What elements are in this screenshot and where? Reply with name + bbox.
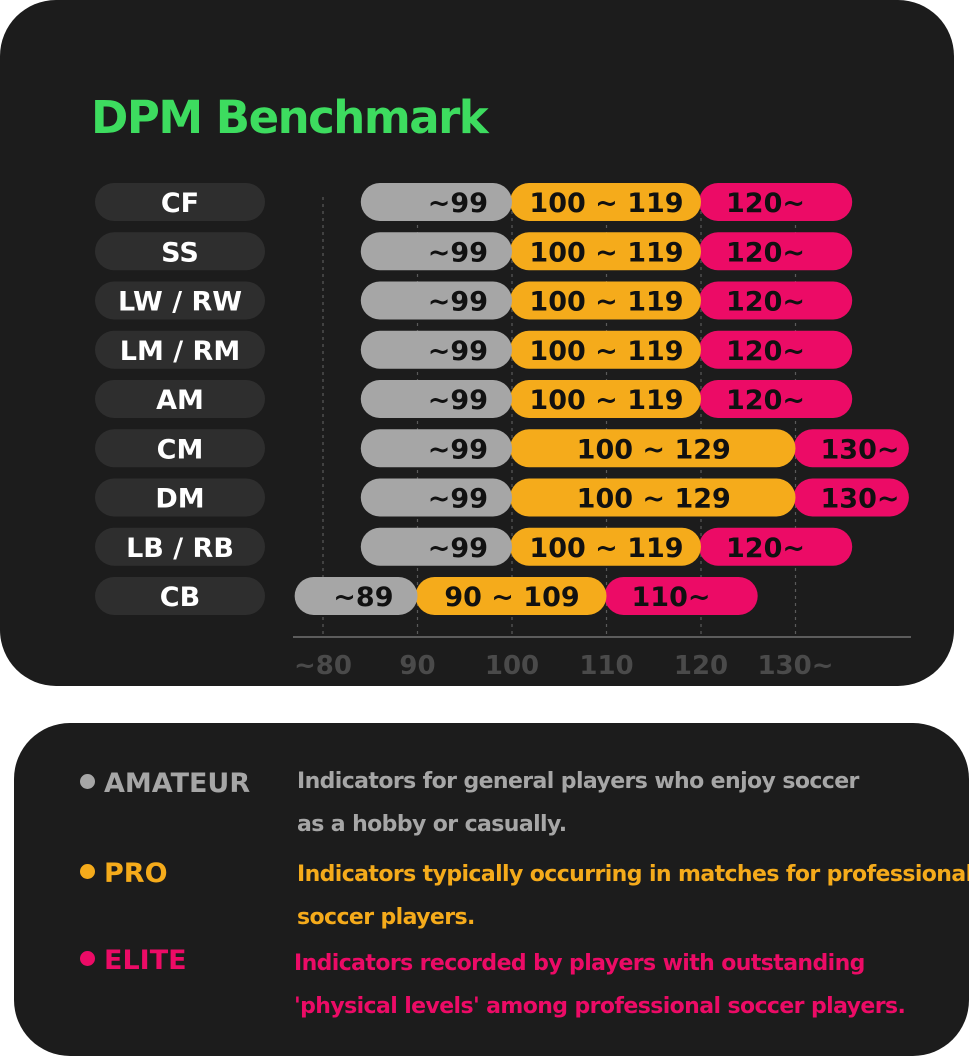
legend-desc-line: as a hobby or casually. — [297, 812, 567, 837]
position-pill — [95, 380, 265, 418]
legend-desc-amateur: Indicators for general players who enjoy… — [297, 760, 859, 846]
bar-label: 100 ~ 119 — [529, 287, 683, 318]
position-label: LW / RW — [118, 287, 242, 318]
bar-label: 100 ~ 119 — [529, 533, 683, 564]
x-tick-label: ~80 — [294, 651, 352, 681]
bar-label: 120~ — [726, 533, 805, 564]
position-pill — [95, 281, 265, 320]
bar-amateur — [360, 232, 512, 271]
bar-label: ~99 — [428, 336, 488, 367]
position-pill — [95, 330, 265, 369]
bar-amateur — [360, 330, 512, 369]
legend-desc-line: soccer players. — [297, 905, 475, 930]
bar-pro — [510, 527, 701, 566]
bar-label: ~99 — [428, 385, 488, 416]
position-label: DM — [155, 484, 204, 515]
bar-label: 110~ — [632, 582, 711, 613]
legend-desc-pro: Indicators typically occurring in matche… — [297, 853, 969, 939]
x-tick-label: 120 — [674, 651, 728, 681]
position-pill — [95, 478, 265, 517]
bar-amateur — [294, 577, 418, 615]
position-pill — [95, 577, 265, 615]
bar-elite — [699, 183, 853, 221]
elite-dot-icon — [80, 951, 95, 966]
bar-label: 120~ — [726, 237, 805, 268]
x-tick-label: 110 — [579, 651, 633, 681]
chart-title: DPM Benchmark — [91, 91, 489, 144]
position-label: SS — [161, 237, 199, 268]
position-label: CM — [157, 434, 204, 465]
bar-elite — [699, 330, 853, 369]
bar-amateur — [360, 380, 512, 418]
bar-label: ~89 — [333, 582, 393, 613]
bar-elite — [699, 527, 853, 566]
bar-pro — [510, 183, 701, 221]
benchmark-chart: ~80 90 100 110 120 130~ CF ~99 100 ~ 119 120~ SS ~9… — [95, 183, 911, 681]
bar-pro — [510, 429, 796, 468]
bar-label: 120~ — [726, 188, 805, 219]
bar-elite — [699, 380, 853, 418]
bar-pro — [415, 577, 607, 615]
bar-label: ~99 — [428, 484, 488, 515]
bar-label: 120~ — [726, 287, 805, 318]
bar-elite — [604, 577, 758, 615]
position-label: LM / RM — [120, 336, 240, 367]
pro-dot-icon — [80, 864, 95, 879]
bar-label: 130~ — [821, 434, 900, 465]
bar-label: ~99 — [428, 237, 488, 268]
bar-label: 100 ~ 119 — [529, 237, 683, 268]
legend-desc-line: Indicators typically occurring in matche… — [297, 862, 969, 887]
x-tick-label: 100 — [485, 651, 539, 681]
bar-label: 120~ — [726, 385, 805, 416]
legend-desc-line: Indicators for general players who enjoy… — [297, 769, 859, 794]
legend-label-amateur: AMATEUR — [104, 768, 251, 799]
position-pill — [95, 183, 265, 221]
bar-label: 100 ~ 129 — [577, 484, 731, 515]
bar-amateur — [360, 183, 512, 221]
x-tick-label: 90 — [399, 651, 435, 681]
bar-amateur — [360, 281, 512, 320]
legend-card: AMATEUR Indicators for general players w… — [14, 723, 969, 1056]
bar-label: 100 ~ 119 — [529, 188, 683, 219]
bar-pro — [510, 380, 701, 418]
bar-amateur — [360, 429, 512, 468]
position-label: AM — [156, 385, 204, 416]
legend-desc-line: 'physical levels' among professional soc… — [294, 994, 906, 1019]
bar-elite — [793, 429, 909, 468]
bar-label: 100 ~ 119 — [529, 336, 683, 367]
legend-desc-line: Indicators recorded by players with outs… — [294, 951, 865, 976]
position-label: CF — [161, 188, 199, 219]
bar-amateur — [360, 527, 512, 566]
bar-label: ~99 — [428, 287, 488, 318]
bar-label: ~99 — [428, 533, 488, 564]
bar-pro — [510, 232, 701, 271]
bar-label: 100 ~ 119 — [529, 385, 683, 416]
position-label: CB — [160, 582, 200, 613]
legend-label-elite: ELITE — [104, 945, 187, 976]
bar-label: ~99 — [428, 434, 488, 465]
position-pill — [95, 429, 265, 468]
bar-label: 120~ — [726, 336, 805, 367]
bar-pro — [510, 281, 701, 320]
bar-label: 100 ~ 129 — [577, 434, 731, 465]
position-pill — [95, 232, 265, 271]
position-pill — [95, 527, 265, 566]
legend-name-pro: PRO — [80, 854, 168, 894]
legend-label-pro: PRO — [104, 858, 168, 889]
bar-pro — [510, 478, 796, 517]
position-label: LB / RB — [126, 533, 234, 564]
bar-label: 130~ — [821, 484, 900, 515]
bar-elite — [699, 232, 853, 271]
legend-desc-elite: Indicators recorded by players with outs… — [294, 942, 906, 1028]
amateur-dot-icon — [80, 774, 95, 789]
bar-label: ~99 — [428, 188, 488, 219]
bar-elite — [699, 281, 853, 320]
legend-name-elite: ELITE — [80, 941, 187, 981]
bar-pro — [510, 330, 701, 369]
x-tick-label: 130~ — [757, 651, 833, 681]
bar-amateur — [360, 478, 512, 517]
bar-elite — [793, 478, 909, 517]
bar-label: 90 ~ 109 — [444, 582, 579, 613]
legend-name-amateur: AMATEUR — [80, 764, 250, 804]
